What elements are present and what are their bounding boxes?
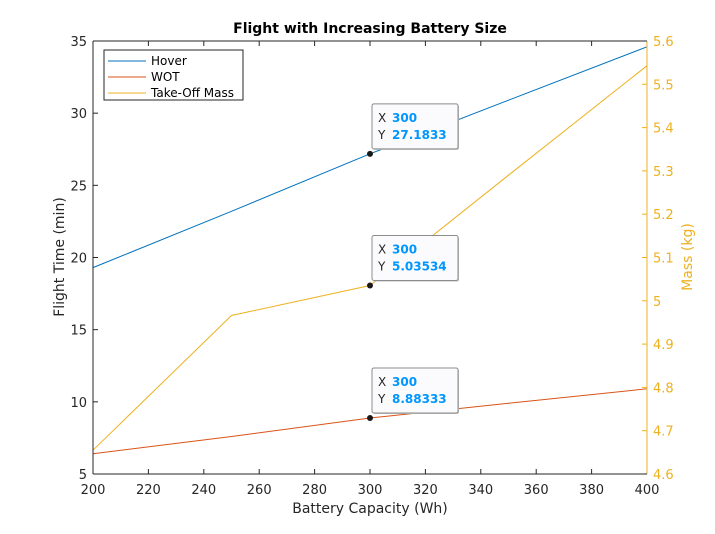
y-left-tick-label: 25 — [70, 179, 87, 194]
datatip-y-label: Y — [377, 259, 386, 273]
x-tick-label: 320 — [413, 483, 438, 498]
y-left-tick-label: 35 — [70, 35, 87, 50]
axis-ticks: 200 220 240 260 280 300 320 340 360 380 400 5 10 15 20… — [70, 35, 673, 498]
y-left-tick-label: 5 — [79, 468, 87, 483]
datatip-y-value: 8.88333 — [392, 392, 447, 406]
legend-label: Take-Off Mass — [150, 86, 234, 100]
datatip-box — [371, 234, 459, 281]
datatip-marker — [367, 150, 373, 157]
y-axis-label-left: Flight Time (min) — [52, 197, 68, 317]
y-right-tick-label: 5.4 — [653, 122, 674, 137]
y-right-tick-label: 5 — [653, 295, 661, 310]
y-right-tick-label: 4.6 — [653, 468, 674, 483]
plot-area — [93, 41, 647, 474]
x-tick-label: 220 — [136, 483, 161, 498]
datatips: X 300 Y 27.1833 X 300 Y 5.03534 X 300 Y 8.88333 — [367, 103, 459, 421]
datatip-x-label: X — [378, 111, 386, 125]
x-axis-label: Battery Capacity (Wh) — [292, 501, 448, 517]
legend-label: WOT — [151, 70, 180, 84]
x-tick-label: 340 — [468, 483, 493, 498]
y-left-tick-label: 20 — [70, 252, 87, 267]
x-tick-label: 200 — [81, 483, 106, 498]
x-tick-label: 380 — [579, 483, 604, 498]
y-right-tick-label: 4.8 — [653, 381, 674, 396]
x-tick-label: 360 — [524, 483, 549, 498]
x-tick-label: 260 — [247, 483, 272, 498]
datatip-x-value: 300 — [392, 111, 417, 125]
y-axis-label-right: Mass (kg) — [680, 223, 696, 291]
datatip-y-label: Y — [377, 128, 386, 142]
y-left-tick-label: 15 — [70, 324, 87, 339]
datatip-x-value: 300 — [392, 375, 417, 389]
y-left-tick-label: 10 — [70, 396, 87, 411]
legend-label: Hover — [151, 54, 187, 68]
datatip-box — [371, 367, 459, 414]
legend-box — [103, 49, 244, 101]
y-right-tick-label: 5.5 — [653, 78, 674, 93]
y-right-tick-label: 4.7 — [653, 425, 674, 440]
y-right-tick-label: 4.9 — [653, 338, 674, 353]
datatip-x-label: X — [378, 242, 386, 256]
y-right-tick-label: 5.2 — [653, 208, 674, 223]
x-tick-label: 240 — [191, 483, 216, 498]
datatip-marker — [367, 282, 373, 289]
x-tick-label: 280 — [302, 483, 327, 498]
x-tick-label: 400 — [635, 483, 660, 498]
y-right-tick-label: 5.1 — [653, 252, 674, 267]
datatip-x-value: 300 — [392, 242, 417, 256]
y-right-tick-label: 5.6 — [653, 35, 674, 50]
datatip-y-label: Y — [377, 392, 386, 406]
y-right-tick-label: 5.3 — [653, 165, 674, 180]
datatip-marker — [367, 414, 373, 421]
datatip-box — [371, 103, 459, 150]
y-left-tick-label: 30 — [70, 107, 87, 122]
datatip-y-value: 27.1833 — [392, 128, 447, 142]
datatip-x-label: X — [378, 375, 386, 389]
x-tick-label: 300 — [358, 483, 383, 498]
legend: Hover WOT Take-Off Mass — [103, 49, 244, 101]
datatip-y-value: 5.03534 — [392, 259, 447, 273]
chart-title: Flight with Increasing Battery Size — [233, 21, 507, 37]
